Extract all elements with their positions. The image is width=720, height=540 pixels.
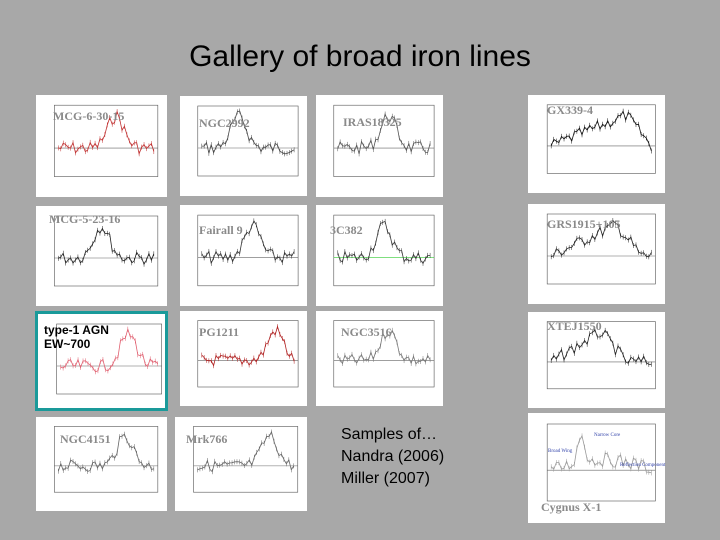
panel-label: type-1 AGN [44, 323, 109, 337]
plot-panel: Fairall 9 [180, 205, 307, 306]
plot-panel: NGC4151 [36, 417, 167, 511]
plot-panel: XTEJ1550 [528, 312, 665, 408]
plot-thumbnail [546, 423, 656, 502]
plot-frame [193, 426, 299, 493]
plot-frame [333, 320, 435, 388]
spectrum-curve [551, 219, 652, 258]
plot-frame [197, 320, 299, 388]
plot-panel: NGC3516 [316, 311, 443, 406]
plot-panel: MCG-5-23-16 [36, 206, 167, 306]
plot-panel: type-1 AGN EW~700 [35, 311, 168, 411]
plot-frame [546, 104, 656, 174]
samples-line: Miller (2007) [341, 470, 430, 487]
panel-annotation: Narrow Core [594, 433, 621, 438]
plot-frame [546, 213, 656, 285]
spectrum-curve [201, 220, 295, 265]
spectrum-curve [337, 220, 431, 265]
spectrum-curve [197, 430, 295, 473]
panel-label: NGC4151 [60, 432, 111, 446]
spectrum-curve [201, 110, 295, 155]
panel-label: NGC2992 [199, 116, 250, 130]
spectrum-curve [57, 433, 154, 472]
panel-annotation: Reflection Component [620, 463, 666, 468]
panel-label: XTEJ1550 [547, 319, 602, 333]
spectrum-curve [201, 325, 295, 367]
plot-frame [54, 426, 159, 493]
panel-label: GRS1915+105 [547, 217, 621, 231]
slide-title: Gallery of broad iron lines [189, 40, 531, 73]
spectrum-curve [550, 434, 652, 474]
plot-panel: IRAS18325 [316, 95, 443, 197]
plot-thumbnail [193, 426, 299, 493]
panel-label: PG1211 [199, 325, 240, 339]
samples-text: Samples of… Nandra (2006) Miller (2007) [341, 424, 444, 490]
plot-panel: Mrk766 [175, 417, 307, 511]
plot-thumbnail [56, 323, 162, 395]
spectrum-curve [58, 110, 155, 156]
plot-thumbnail [197, 105, 299, 177]
samples-line: Samples of… [341, 426, 438, 443]
panel-label: IRAS18325 [343, 115, 402, 129]
panel-label: Mrk766 [186, 432, 228, 446]
spectrum-curve [550, 110, 652, 152]
plot-frame [546, 321, 656, 390]
panel-label: Cygnus X-1 [541, 500, 602, 514]
plot-frame [333, 104, 435, 177]
plot-thumbnail [546, 213, 656, 285]
spectrum-curve [337, 329, 431, 365]
panel-label: Fairall 9 [199, 223, 243, 237]
plot-thumbnail [333, 104, 435, 177]
plot-thumbnail [54, 104, 159, 177]
panel-label: MCG-6-30-15 [53, 109, 125, 123]
panel-note: EW~700 [44, 337, 91, 351]
plot-thumbnail [546, 104, 656, 174]
spectrum-curve [550, 328, 652, 365]
plot-thumbnail [197, 320, 299, 388]
panel-label: NGC3516 [341, 325, 392, 339]
plot-thumbnail [54, 426, 159, 493]
plot-thumbnail [333, 214, 435, 287]
plot-thumbnail [333, 320, 435, 388]
spectrum-curve [337, 112, 431, 155]
plot-panel: GRS1915+105 [528, 204, 665, 304]
panel-annotation: Broad Wing [548, 449, 573, 454]
plot-frame [54, 104, 159, 177]
spectrum-curve [58, 227, 155, 266]
plot-panel: Cygnus X-1 Narrow Core Broad Wing Reflectio… [528, 413, 665, 523]
plot-panel: 3C382 [316, 205, 443, 306]
plot-frame [546, 423, 656, 502]
plot-thumbnail [54, 215, 159, 287]
plot-thumbnail [546, 321, 656, 390]
panel-label: 3C382 [330, 223, 363, 237]
plot-panel: PG1211 [180, 311, 307, 406]
plot-panel: GX339-4 [528, 95, 665, 193]
samples-line: Nandra (2006) [341, 448, 445, 465]
plot-panel: NGC2992 [180, 96, 307, 196]
plot-frame [197, 214, 299, 287]
plot-frame [54, 215, 159, 287]
plot-thumbnail [197, 214, 299, 287]
spectrum-curve [60, 327, 158, 373]
panel-label: MCG-5-23-16 [49, 212, 121, 226]
panel-label: GX339-4 [547, 103, 593, 117]
plot-frame [197, 105, 299, 177]
plot-frame [56, 323, 162, 395]
plot-frame [333, 214, 435, 287]
plot-panel: MCG-6-30-15 [36, 95, 167, 197]
